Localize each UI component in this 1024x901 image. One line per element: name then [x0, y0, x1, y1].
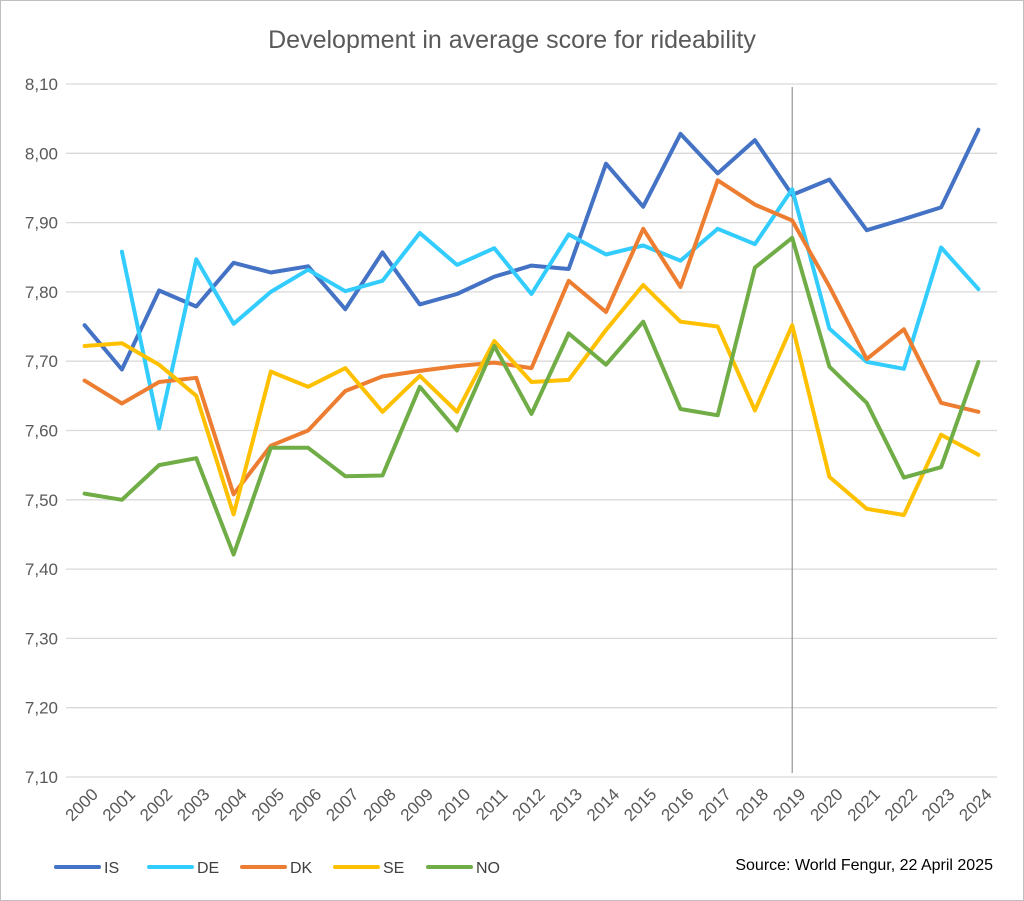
y-tick-label: 7,30 [25, 629, 58, 648]
chart-title: Development in average score for rideabi… [268, 26, 756, 54]
x-tick-label: 2021 [844, 785, 884, 825]
y-tick-label: 7,40 [25, 560, 58, 579]
y-tick-label: 7,20 [25, 699, 58, 718]
x-tick-label: 2007 [322, 785, 362, 825]
x-tick-label: 2012 [509, 785, 549, 825]
legend-item-no: NO [426, 860, 500, 877]
x-tick-label: 2011 [472, 785, 511, 824]
x-tick-label: 2000 [62, 785, 102, 825]
series-line-de [119, 187, 981, 431]
source-note: Source: World Fengur, 22 April 2025 [735, 857, 993, 874]
x-tick-label: 2006 [285, 785, 325, 825]
legend-item-de: DE [147, 860, 219, 877]
x-tick-label: 2002 [136, 785, 176, 825]
legend-item-is: IS [54, 860, 119, 877]
series-line-dk [82, 178, 981, 497]
x-tick-label: 2008 [360, 785, 400, 825]
series-line-no [82, 235, 981, 557]
x-tick-label: 2004 [211, 785, 251, 825]
x-tick-label: 2009 [397, 785, 437, 825]
legend-label: DE [197, 860, 219, 877]
x-tick-label: 2020 [806, 785, 846, 825]
x-tick-label: 2024 [955, 785, 995, 825]
y-tick-label: 7,80 [25, 283, 58, 302]
x-tick-label: 2019 [769, 785, 809, 825]
legend-label: DK [290, 860, 313, 877]
legend: IS DE DK SE NO [54, 860, 500, 877]
x-tick-label: 2013 [546, 785, 586, 825]
x-tick-label: 2010 [434, 785, 474, 825]
x-tick-label: 2014 [583, 785, 623, 825]
legend-item-dk: DK [240, 860, 313, 877]
x-tick-label: 2003 [173, 785, 213, 825]
x-tick-label: 2015 [620, 785, 660, 825]
x-tick-label: 2022 [881, 785, 921, 825]
y-tick-label: 8,10 [25, 75, 58, 94]
y-tick-label: 7,10 [25, 768, 58, 787]
series-line-se [82, 283, 981, 517]
gridlines [66, 83, 997, 778]
x-tick-label: 2018 [732, 785, 772, 825]
x-tick-label: 2001 [99, 785, 139, 825]
legend-label: NO [476, 860, 500, 877]
x-tick-label: 2017 [695, 785, 735, 825]
legend-label: IS [104, 860, 119, 877]
x-tick-label: 2023 [918, 785, 958, 825]
y-tick-label: 7,50 [25, 491, 58, 510]
series-line-is [82, 127, 981, 372]
x-axis-tick-labels: 2000200120022003200420052006200720082009… [62, 785, 996, 825]
y-tick-label: 7,90 [25, 214, 58, 233]
legend-item-se: SE [333, 860, 404, 877]
x-tick-label: 2016 [658, 785, 698, 825]
x-tick-label: 2005 [248, 785, 288, 825]
y-tick-label: 7,70 [25, 352, 58, 371]
y-axis-tick-labels: 7,10 7,20 7,30 7,40 7,50 7,60 7,70 7,80 7,90 8,00… [25, 75, 58, 787]
y-tick-label: 8,00 [25, 144, 58, 163]
series-lines [82, 127, 981, 557]
legend-label: SE [383, 860, 404, 877]
y-tick-label: 7,60 [25, 422, 58, 441]
